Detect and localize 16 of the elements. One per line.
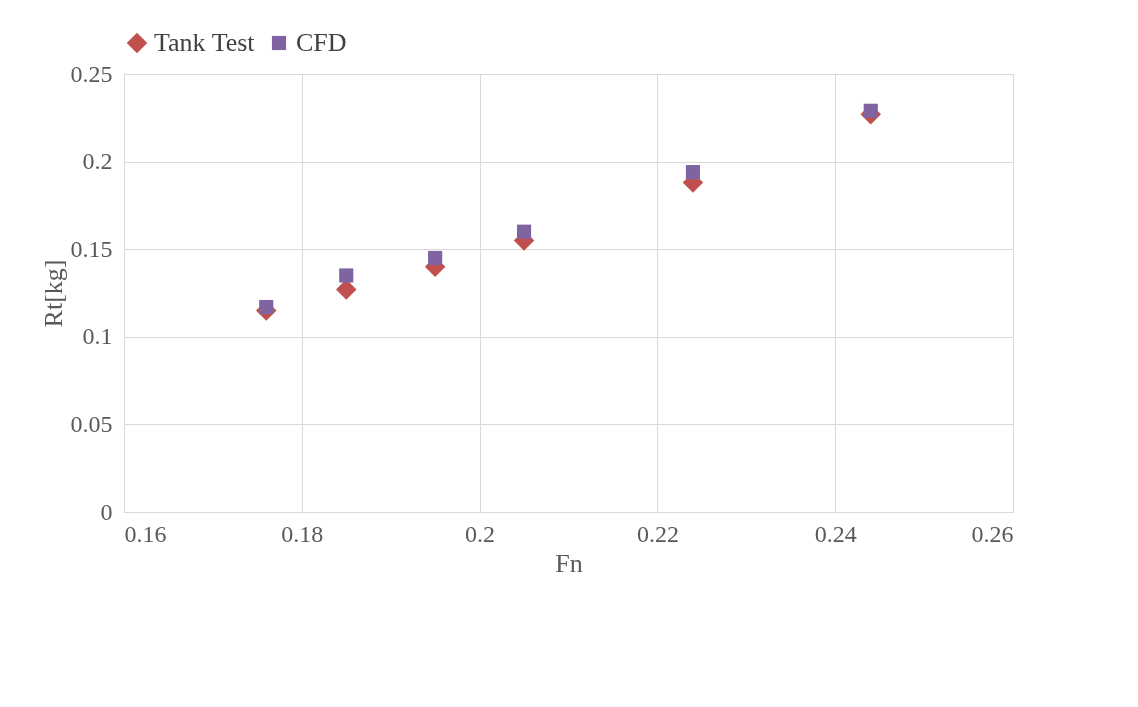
y-tick-label: 0.05 bbox=[70, 410, 113, 437]
y-tick-label: 0.15 bbox=[70, 235, 113, 262]
y-tick-label: 0.25 bbox=[70, 60, 113, 87]
legend-label: Tank Test bbox=[154, 28, 256, 57]
x-axis-title: Fn bbox=[555, 548, 583, 578]
y-tick-label: 0.2 bbox=[82, 148, 113, 175]
x-tick-label: 0.22 bbox=[636, 520, 679, 547]
y-tick-label: 0.1 bbox=[82, 323, 113, 350]
y-axis-title: Rt[kg] bbox=[38, 259, 68, 328]
x-tick-label: 0.16 bbox=[124, 520, 167, 547]
x-tick-label: 0.2 bbox=[465, 520, 496, 547]
x-tick-label: 0.18 bbox=[281, 520, 324, 547]
y-tick-label: 0 bbox=[100, 498, 113, 525]
legend-label: CFD bbox=[296, 28, 347, 57]
x-tick-label: 0.24 bbox=[814, 520, 857, 547]
x-tick-label: 0.26 bbox=[971, 520, 1014, 547]
